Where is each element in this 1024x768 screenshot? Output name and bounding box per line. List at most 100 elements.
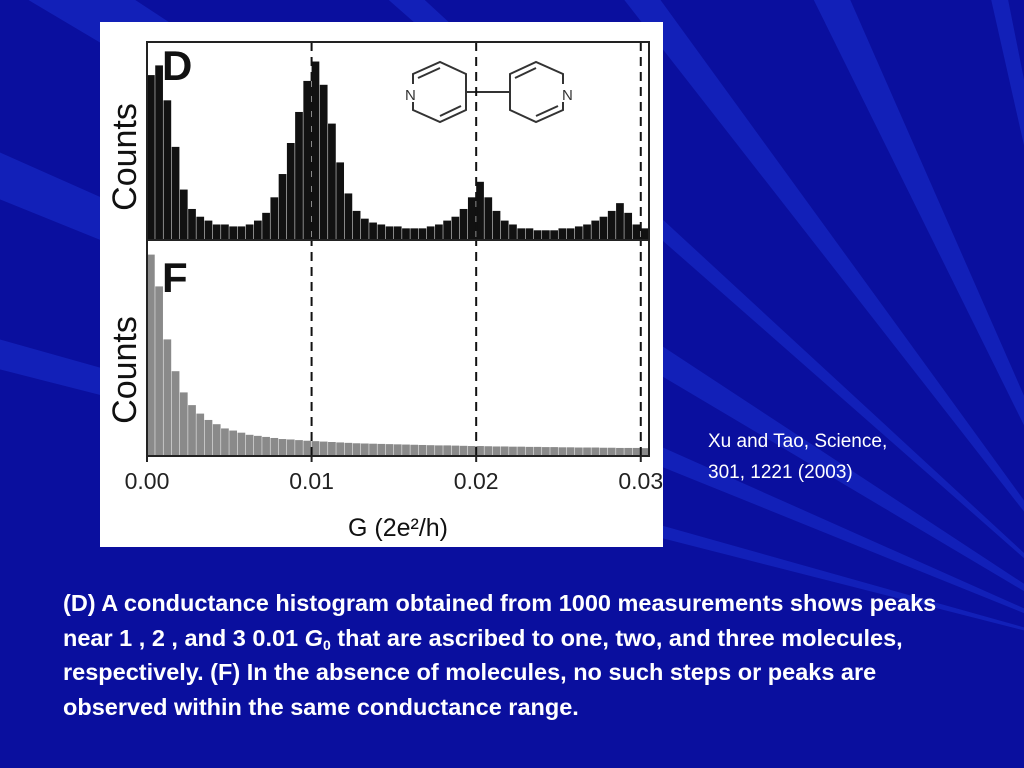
bar-d — [599, 216, 608, 240]
bar-d — [336, 162, 345, 240]
bar-d — [270, 197, 279, 240]
bar-d — [245, 224, 254, 240]
bar-f — [212, 424, 221, 456]
bar-f — [484, 446, 493, 456]
bar-f — [237, 432, 246, 456]
conductance-histograms: D Counts N N F Counts 0.00 0.01 0.02 0.03 — [106, 41, 663, 542]
panel-d: D Counts N N — [106, 42, 649, 241]
bar-f — [278, 439, 287, 456]
histogram-f-bars — [147, 254, 649, 456]
histogram-d-bars — [147, 61, 649, 241]
bar-f — [393, 444, 402, 456]
bar-f — [624, 447, 633, 456]
background-ray — [813, 0, 1024, 426]
bar-d — [328, 123, 336, 240]
bar-d — [393, 226, 402, 240]
bar-d — [492, 210, 501, 240]
bar-d — [204, 220, 213, 240]
figure-caption: (D) A conductance histogram obtained fro… — [63, 586, 983, 724]
bar-f — [533, 446, 542, 456]
bar-d — [369, 222, 377, 240]
bar-f — [155, 286, 163, 456]
bar-f — [328, 442, 336, 456]
bar-d — [426, 226, 435, 240]
bar-f — [509, 446, 517, 456]
x-tick-label: 0.03 — [618, 468, 663, 494]
bar-f — [443, 445, 451, 456]
bar-f — [500, 446, 509, 456]
bar-d — [467, 197, 476, 240]
bar-f — [467, 446, 476, 456]
bar-f — [566, 447, 575, 456]
bar-d — [418, 228, 427, 240]
bar-f — [336, 442, 345, 456]
bar-d — [624, 212, 633, 240]
citation-line-2: 301, 1221 (2003) — [708, 462, 853, 483]
bar-d — [319, 84, 328, 240]
bar-d — [311, 61, 320, 240]
bar-d — [171, 146, 180, 240]
bar-f — [476, 446, 484, 456]
bar-d — [459, 208, 468, 240]
bar-f — [171, 371, 180, 456]
reference-lines — [310, 42, 642, 456]
bar-d — [583, 224, 591, 240]
bar-d — [435, 224, 443, 240]
bar-d — [542, 230, 550, 240]
bar-d — [253, 220, 262, 240]
bar-d — [360, 218, 369, 240]
bar-d — [566, 228, 575, 240]
molecule-inset — [412, 60, 564, 124]
bar-f — [385, 444, 394, 456]
bar-d — [163, 100, 172, 240]
bar-f — [262, 436, 270, 456]
bar-d — [155, 65, 163, 241]
bar-f — [196, 413, 205, 456]
bar-f — [410, 444, 419, 456]
ylabel-f: Counts — [106, 316, 144, 424]
bar-f — [188, 405, 196, 456]
bar-f — [319, 441, 328, 456]
bar-f — [640, 448, 649, 456]
bar-f — [360, 443, 369, 456]
bar-d — [410, 228, 419, 240]
bar-d — [451, 216, 460, 240]
bar-f — [377, 443, 386, 456]
bar-d — [640, 228, 649, 240]
bar-f — [369, 443, 377, 456]
bar-f — [253, 435, 262, 456]
bar-d — [616, 203, 624, 240]
nitrogen-right: N — [562, 87, 573, 104]
bar-f — [221, 428, 229, 456]
bar-d — [278, 174, 287, 240]
bar-f — [303, 440, 312, 456]
bar-d — [533, 230, 542, 240]
x-tick-label: 0.00 — [125, 468, 170, 494]
panel-label-d: D — [162, 42, 192, 89]
bar-d — [303, 80, 312, 240]
bar-f — [591, 447, 600, 456]
bar-d — [344, 193, 353, 240]
x-tick-label: 0.01 — [289, 468, 334, 494]
ylabel-d: Counts — [106, 103, 144, 211]
bar-d — [509, 224, 517, 240]
bar-f — [418, 444, 427, 456]
x-tick-label: 0.02 — [454, 468, 499, 494]
figure-panel: D Counts N N F Counts 0.00 0.01 0.02 0.03 — [100, 22, 663, 547]
x-tick-labels: 0.00 0.01 0.02 0.03 — [125, 456, 663, 494]
caption-subscript: 0 — [322, 636, 331, 653]
bar-d — [147, 75, 155, 240]
panel-f: F Counts — [106, 254, 649, 456]
frame-d — [146, 41, 650, 241]
citation: Xu and Tao, Science, 301, 1221 (2003) — [708, 426, 1008, 488]
bar-d — [385, 226, 394, 240]
bar-d — [352, 210, 361, 240]
background-ray — [624, 0, 1024, 512]
bar-d — [188, 208, 196, 240]
bar-d — [286, 143, 295, 240]
bar-f — [311, 441, 320, 456]
bar-f — [147, 254, 155, 456]
x-axis-label: G (2e²/h) — [348, 514, 448, 542]
caption-part-1: (D) A conductance histogram obtained fro… — [63, 590, 937, 651]
bar-d — [484, 197, 493, 240]
